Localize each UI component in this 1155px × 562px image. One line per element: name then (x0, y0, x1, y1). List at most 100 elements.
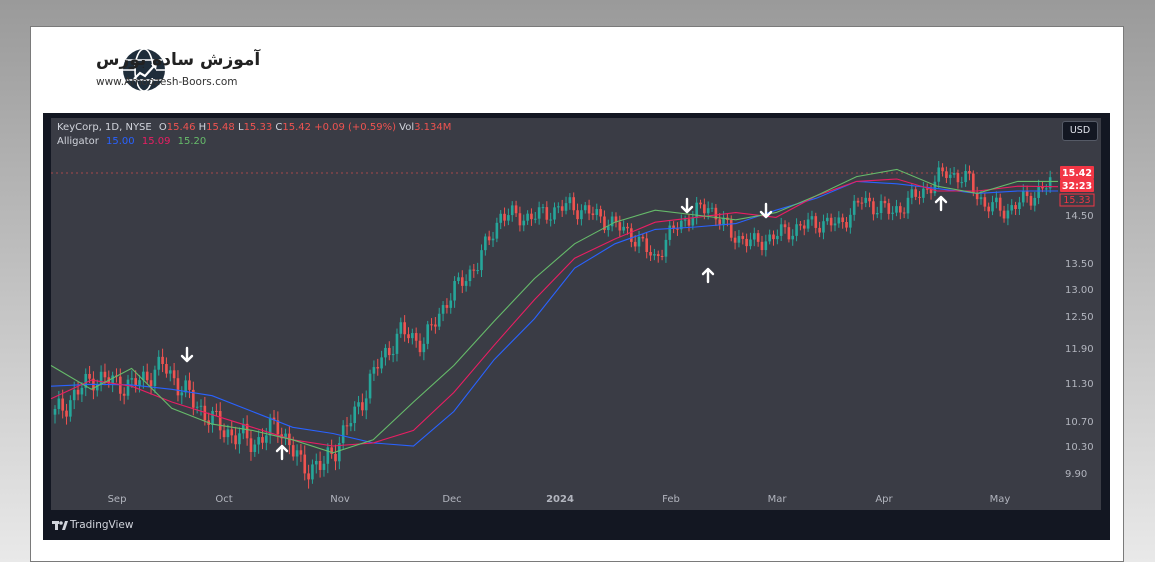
candle-body (960, 182, 964, 184)
candle-body (545, 207, 549, 220)
candle-body (245, 423, 249, 439)
candle-body (795, 224, 798, 236)
y-tick-label: 13.00 (1065, 285, 1094, 296)
candle-body (61, 398, 64, 411)
site-url[interactable]: www.Amoozesh-Boors.com (96, 76, 238, 88)
change-value: +0.09 (+0.59%) (314, 122, 396, 133)
candle-body (103, 371, 107, 378)
candle-body (845, 221, 848, 228)
candle-body (764, 241, 768, 251)
countdown-tag-bg (1060, 179, 1094, 192)
candle-body (484, 236, 487, 251)
candle-body (165, 364, 168, 374)
arrow-up-icon (934, 195, 948, 212)
candle-body (361, 402, 364, 411)
candle-body (583, 205, 587, 211)
candle-body (599, 209, 602, 217)
x-tick-label: Dec (442, 494, 461, 505)
candle-body (829, 217, 833, 226)
candle-body (641, 236, 645, 239)
candle-body (145, 371, 149, 381)
last-price-tag-bg (1060, 166, 1094, 179)
candle-body (806, 219, 810, 229)
candle-body (414, 333, 418, 341)
candle-body (391, 353, 395, 356)
candle-body (1010, 205, 1014, 211)
candle-body (818, 227, 821, 233)
candle-body (1006, 210, 1010, 219)
candle-body (968, 171, 971, 174)
candle-body (714, 207, 718, 220)
candle-body (787, 227, 791, 240)
candle-body (952, 173, 956, 175)
x-tick-label: Mar (768, 494, 788, 505)
candle-body (495, 222, 499, 239)
countdown-tag: 32:23 (1062, 181, 1092, 192)
candle-body (195, 406, 199, 408)
close-value: 15.42 (282, 122, 312, 133)
candle-body (587, 205, 591, 214)
candle-body (218, 411, 222, 431)
candle-body (656, 254, 660, 257)
candle-body (522, 220, 526, 226)
candle-body (487, 236, 491, 241)
candle-body (268, 417, 272, 436)
candle-body (1041, 186, 1044, 189)
symbol-label[interactable]: KeyCorp, 1D, NYSE (57, 122, 152, 133)
candle-body (338, 443, 341, 462)
tradingview-brand[interactable]: TradingView (70, 519, 134, 531)
candle-body (572, 197, 576, 211)
candle-body (910, 189, 914, 198)
candle-body (860, 202, 864, 204)
candle-body (84, 373, 88, 388)
candle-body (591, 213, 595, 215)
candle-body (437, 313, 441, 327)
arrow-up-icon (275, 444, 289, 461)
candle-body (364, 398, 368, 411)
candle-body (326, 447, 330, 464)
candle-body (895, 206, 898, 213)
candle-body (318, 460, 322, 470)
candle-body (184, 380, 187, 393)
candle-body (314, 460, 318, 465)
currency-button[interactable]: USD (1062, 121, 1098, 141)
candle-body (706, 208, 710, 214)
candle-body (925, 188, 929, 190)
candle-body (564, 203, 568, 211)
volume-value: 3.134M (414, 122, 452, 133)
candle-body (341, 425, 345, 444)
x-tick-label: Nov (330, 494, 350, 505)
candle-body (95, 384, 99, 391)
candle-body (541, 207, 545, 209)
x-tick-label: Apr (875, 494, 893, 505)
candle-body (168, 370, 172, 374)
candle-body (979, 197, 983, 200)
alligator-legend[interactable]: Alligator 15.00 15.09 15.20 (57, 136, 206, 147)
candle-body (311, 464, 314, 480)
candle-body (1048, 177, 1052, 189)
candle-body (630, 228, 633, 242)
ohlc-legend: KeyCorp, 1D, NYSE O15.46 H15.48 L15.33 C… (57, 122, 451, 133)
candle-body (560, 206, 564, 211)
candle-body (899, 206, 902, 213)
candle-body (948, 174, 952, 178)
alligator-teeth-line (50, 178, 1059, 447)
candle-body (537, 207, 541, 219)
candle-body (530, 213, 533, 220)
candle-body (111, 375, 114, 384)
site-logo (123, 48, 165, 92)
x-tick-label: Oct (215, 494, 232, 505)
candle-body (856, 200, 860, 203)
candle-body (480, 250, 483, 271)
candle-body (138, 380, 141, 386)
candle-body (964, 171, 967, 183)
candle-body (192, 389, 195, 408)
candle-body (783, 224, 787, 228)
candle-body (737, 236, 741, 243)
candle-body (161, 356, 164, 365)
candle-body (188, 380, 191, 390)
candle-body (53, 408, 57, 415)
candle-body (576, 210, 579, 220)
candle-body (722, 217, 725, 226)
